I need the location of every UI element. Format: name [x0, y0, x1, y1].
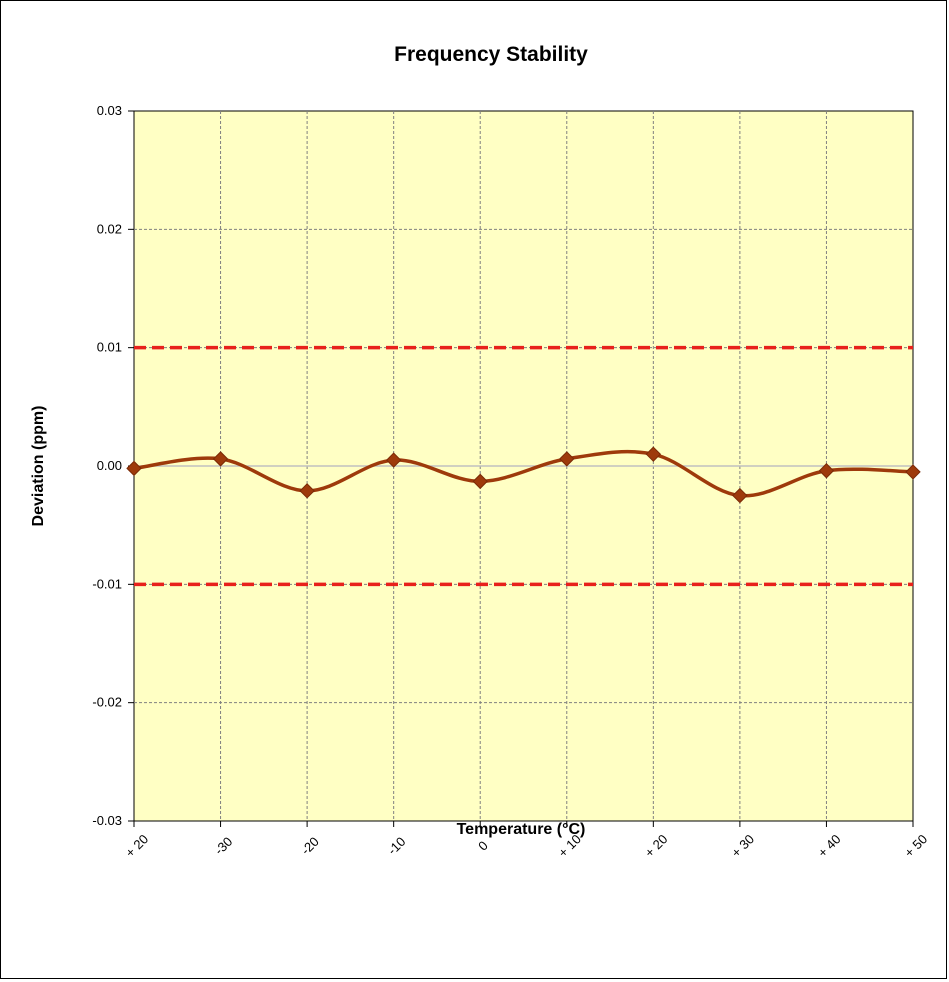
x-tick-label: + 30: [728, 831, 757, 860]
data-point-marker: [299, 483, 315, 499]
y-tick-label: 0.02: [97, 221, 122, 236]
x-tick-label: + 50: [901, 831, 930, 860]
x-tick-label: + 20: [122, 831, 151, 860]
y-tick-label: 0.01: [97, 340, 122, 355]
x-tick-label: -20: [298, 834, 322, 858]
series-line: [133, 449, 914, 498]
y-tick-label: 0.00: [97, 458, 122, 473]
y-tick-label: -0.01: [92, 576, 122, 591]
x-tick-label: + 40: [815, 831, 844, 860]
data-point-marker: [645, 446, 662, 462]
y-tick-label: 0.03: [97, 103, 122, 118]
reference-lines: [134, 345, 913, 587]
data-point-marker: [559, 451, 575, 467]
data-point-marker: [385, 452, 402, 468]
data-point-marker: [472, 473, 488, 490]
y-tick-label: -0.03: [92, 813, 122, 828]
data-point-marker: [905, 464, 921, 480]
chart-title: Frequency Stability: [394, 43, 588, 66]
x-tick-label: 0: [475, 838, 491, 854]
data-point-marker: [818, 463, 835, 479]
y-tick-label: -0.02: [92, 695, 122, 710]
x-tick-label: + 20: [642, 831, 671, 860]
data-point-marker: [732, 487, 748, 504]
x-tick-label: -30: [211, 834, 235, 858]
x-tick-label: -10: [385, 834, 409, 858]
data-point-marker: [212, 451, 229, 467]
series: [126, 446, 921, 504]
y-tick-labels: 0.03 0.02 0.01 0.00 -0.01 -0.02 -0.03: [92, 103, 122, 828]
x-axis-title: Temperature (°C): [457, 821, 586, 838]
data-point-marker: [126, 460, 142, 477]
y-axis-title: Deviation (ppm): [30, 406, 47, 527]
